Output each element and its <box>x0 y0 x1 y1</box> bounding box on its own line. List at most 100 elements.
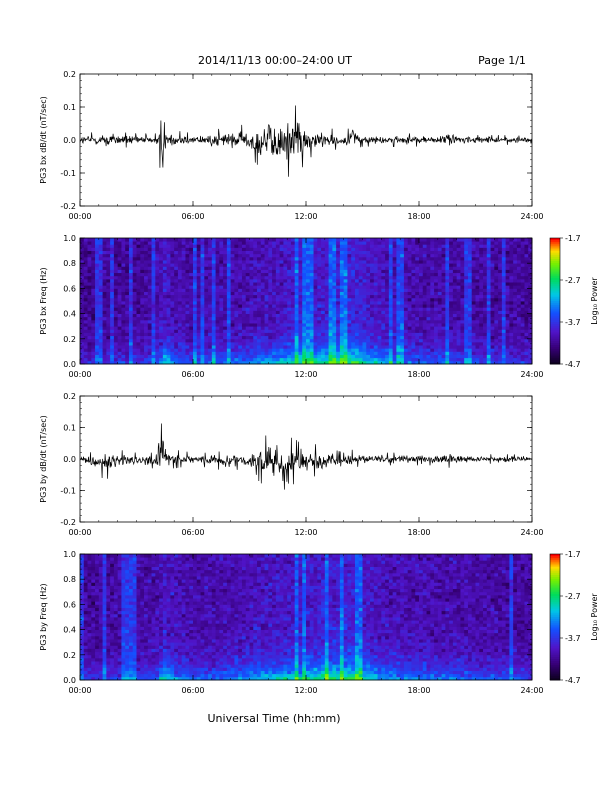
heatmap-cell <box>400 266 405 270</box>
heatmap-cell <box>328 297 333 302</box>
heatmap-cell <box>117 319 122 324</box>
heatmap-cell <box>162 316 168 321</box>
heatmap-cell <box>494 238 499 242</box>
heatmap-cell <box>162 338 168 343</box>
heatmap-cell <box>388 278 394 283</box>
heatmap-cell <box>181 338 186 343</box>
heatmap-cell <box>147 285 152 289</box>
heatmap-cell <box>196 247 201 251</box>
heatmap-cell <box>226 253 232 258</box>
heatmap-cell <box>362 345 367 349</box>
heatmap-cell <box>385 329 390 333</box>
heatmap-cell <box>381 256 386 261</box>
heatmap-cell <box>336 338 341 343</box>
heatmap-cell <box>494 307 499 311</box>
heatmap-cell <box>456 288 461 292</box>
heatmap-cell <box>226 238 232 242</box>
heatmap-cell <box>411 266 416 270</box>
heatmap-cell <box>445 256 450 261</box>
heatmap-cell <box>144 319 149 324</box>
heatmap-cell <box>241 250 247 255</box>
heatmap-cell <box>351 301 356 305</box>
heatmap-cell <box>298 272 303 277</box>
heatmap-cell <box>490 285 495 289</box>
heatmap-cell <box>294 256 299 261</box>
heatmap-cell <box>230 341 235 346</box>
heatmap-cell <box>445 316 450 321</box>
heatmap-cell <box>407 354 412 359</box>
heatmap-cell <box>339 304 345 308</box>
heatmap-cell <box>362 307 367 311</box>
heatmap-cell <box>264 341 269 346</box>
colorbar-band <box>550 343 560 346</box>
heatmap-cell <box>302 351 307 355</box>
heatmap-cell <box>452 282 458 286</box>
heatmap-cell <box>479 310 484 314</box>
heatmap-cell <box>181 329 186 333</box>
heatmap-cell <box>294 323 299 327</box>
heatmap-cell <box>317 278 322 283</box>
heatmap-cell <box>494 335 499 340</box>
heatmap-cell <box>159 247 164 251</box>
heatmap-cell <box>377 297 382 302</box>
heatmap-cell <box>358 351 363 355</box>
heatmap-cell <box>343 323 348 327</box>
heatmap-cell <box>189 297 194 302</box>
heatmap-cell <box>253 263 258 267</box>
heatmap-cell <box>388 338 394 343</box>
heatmap-cell <box>343 360 348 365</box>
heatmap-cell <box>388 291 394 296</box>
heatmap-cell <box>324 304 329 308</box>
heatmap-cell <box>441 357 446 362</box>
heatmap-cell <box>403 332 409 337</box>
heatmap-cell <box>313 357 318 362</box>
heatmap-cell <box>234 332 239 337</box>
heatmap-cell <box>400 247 405 251</box>
heatmap-cell <box>226 304 232 308</box>
heatmap-cell <box>102 338 107 343</box>
heatmap-cell <box>87 241 92 245</box>
heatmap-cell <box>200 307 205 311</box>
heatmap-cell <box>83 310 88 314</box>
heatmap-cell <box>347 269 352 274</box>
heatmap-cell <box>162 285 168 289</box>
heatmap-cell <box>430 278 435 283</box>
heatmap-cell <box>377 319 382 324</box>
heatmap-cell <box>437 338 442 343</box>
heatmap-cell <box>434 285 439 289</box>
heatmap-cell <box>181 256 186 261</box>
heatmap-cell <box>234 326 239 330</box>
heatmap-cell <box>166 241 171 245</box>
heatmap-cell <box>162 301 168 305</box>
heatmap-cell <box>211 294 216 299</box>
heatmap-cell <box>80 341 85 346</box>
heatmap-cell <box>193 278 198 283</box>
heatmap-cell <box>245 266 250 270</box>
heatmap-cell <box>437 354 442 359</box>
heatmap-cell <box>403 266 409 270</box>
heatmap-cell <box>407 238 412 242</box>
heatmap-cell <box>452 253 458 258</box>
heatmap-cell <box>102 323 107 327</box>
heatmap-cell <box>177 272 183 277</box>
heatmap-cell <box>144 345 149 349</box>
heatmap-cell <box>471 291 476 296</box>
heatmap-cell <box>483 256 488 261</box>
heatmap-cell <box>306 326 311 330</box>
heatmap-cell <box>313 313 318 318</box>
heatmap-cell <box>249 310 254 314</box>
heatmap-cell <box>422 269 427 274</box>
heatmap-cell <box>396 357 401 362</box>
heatmap-cell <box>234 250 239 255</box>
heatmap-cell <box>505 291 510 296</box>
heatmap-cell <box>200 301 205 305</box>
heatmap-cell <box>456 247 461 251</box>
heatmap-cell <box>223 250 228 255</box>
heatmap-cell <box>98 301 103 305</box>
heatmap-cell <box>403 338 409 343</box>
heatmap-cell <box>204 351 209 355</box>
heatmap-cell <box>249 319 254 324</box>
heatmap-cell <box>162 288 168 292</box>
heatmap-cell <box>419 275 424 280</box>
heatmap-cell <box>358 319 363 324</box>
